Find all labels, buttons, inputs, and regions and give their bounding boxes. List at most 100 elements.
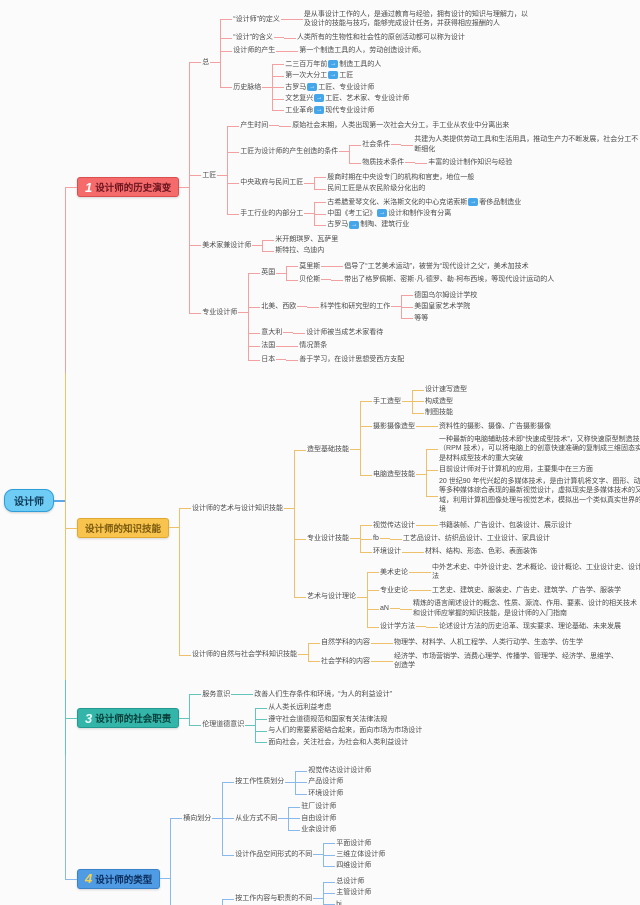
mindmap-leaf-label[interactable]: 业余设计师 [301,826,337,834]
mindmap-leaf-label[interactable]: 主管设计师 [336,889,372,897]
mindmap-leaf-label[interactable]: 工艺史、建筑史、服装史、广告史、建筑学、广告学、服装学 [432,586,622,594]
branch-node-4[interactable]: 4 设计师的类型 [77,868,161,889]
mindmap-leaf-label[interactable]: 一种最新的电脑辅助技术即“快速成型技术”，又称快速原型制造技术（RPM 技术），… [439,436,640,462]
mindmap-topic-label[interactable]: 日本 [261,355,276,363]
mindmap-topic-label[interactable]: “设计”的含义 [233,33,273,41]
mindmap-topic-label[interactable]: 总 [202,58,210,66]
mindmap-leaf-label[interactable]: 德国乌尔姆设计学校 [414,291,478,299]
mindmap-leaf-label[interactable]: 四维设计师 [336,862,372,870]
mindmap-leaf-label[interactable]: 构成造型 [425,397,454,405]
mindmap-topic-label[interactable]: 服务意识 [202,690,231,698]
mindmap-leaf-label[interactable]: 美国皇家艺术学院 [414,303,471,311]
mindmap-leaf-label[interactable]: 殷商时期在中央设专门的机构和官吏，地位一般 [327,173,475,181]
mindmap-leaf-label[interactable]: 遵守社会道德规范和国家有关法律法规 [268,715,388,723]
mindmap-leaf-label[interactable]: 是从事设计工作的人，是通过教育与经验，拥有设计的知识与理解力，以及设计的技能与技… [303,11,528,28]
branch-node-1[interactable]: 1 设计师的历史演变 [77,177,180,198]
mindmap-leaf-label[interactable]: 中国《考工记》 → 设计和制作没有分离 [327,209,452,218]
mindmap-root-node[interactable]: 设计师 [4,489,54,513]
mindmap-topic-label[interactable]: 伦理道德意识 [202,721,245,729]
mindmap-topic-label[interactable]: 手工造型 [373,397,402,405]
mindmap-topic-label[interactable]: 环境设计 [373,548,402,556]
mindmap-leaf-label[interactable]: 带出了格罗佩斯、密斯·凡·德罗、勒·柯布西埃，等现代设计运动的人 [344,276,555,284]
mindmap-leaf-label[interactable]: 古希腊爱琴文化、米洛斯文化的中心克诺索斯 → 奢侈品制造业 [327,197,522,206]
mindmap-leaf-label[interactable]: 环境设计师 [308,789,344,797]
mindmap-topic-label[interactable]: 设计师的艺术与设计知识技能 [192,504,284,512]
mindmap-leaf-label[interactable]: 工艺品设计、纺织品设计、工业设计、家具设计 [402,534,550,542]
mindmap-topic-label[interactable]: 莫里斯 [299,262,321,270]
mindmap-topic-label[interactable]: 美术史论 [380,568,409,576]
mindmap-leaf-label[interactable]: 中外艺术史、中外设计史、艺术概论、设计概论、工业设计史、设计学方法 [432,563,640,581]
mindmap-topic-label[interactable]: 工匠 [202,171,217,179]
mindmap-topic-label[interactable]: 从业方式不同 [235,814,278,822]
mindmap-leaf-label[interactable]: 资料性的摄影、摄像、广告摄影摄像 [439,422,552,430]
mindmap-topic-label[interactable]: 摄影摄像造型 [373,422,416,430]
mindmap-leaf-label[interactable]: 制图技能 [425,409,454,417]
mindmap-leaf-label[interactable]: 第一次大分工 → 工匠 [285,71,354,80]
mindmap-topic-label[interactable]: 自然学科的内容 [321,639,371,647]
mindmap-leaf-label[interactable]: 产品设计师 [308,778,344,786]
mindmap-topic-label[interactable]: 设计师的自然与社会学科知识技能 [192,650,298,658]
mindmap-topic-label[interactable]: 设计师的产生 [233,47,276,55]
mindmap-topic-label[interactable]: 贝伦斯 [299,276,321,284]
mindmap-leaf-label[interactable]: 总设计师 [336,877,365,885]
mindmap-leaf-label[interactable]: 情况萧条 [299,342,328,350]
mindmap-topic-label[interactable]: 专业史论 [380,586,409,594]
mindmap-leaf-label[interactable]: 斯特拉、乌迪内 [275,247,325,255]
branch-node-3[interactable]: 3 设计师的社会职责 [77,708,180,729]
branch-node-2[interactable]: 设计师的知识技能 [77,517,170,538]
mindmap-topic-label[interactable]: 手工行业的内部分工 [240,210,304,217]
mindmap-topic-label[interactable]: aN [380,604,389,612]
mindmap-topic-label[interactable]: 设计学方法 [380,623,416,630]
mindmap-leaf-label[interactable]: 材料、结构、形态、色彩、表面装饰 [425,548,538,556]
mindmap-leaf-label[interactable]: 物理学、材料学、人机工程学、人类行动学、生态学、仿生学 [394,639,584,647]
mindmap-leaf-label[interactable]: 倡导了“工艺美术运动”，被誉为“现代设计之父”，美术加技术 [344,262,529,270]
mindmap-leaf-label[interactable]: 精炼的语言阐述设计的概念、性质、源流、作用、要素、设计的相关技术和设计师应掌握的… [412,600,637,617]
mindmap-topic-label[interactable]: 按工作性质划分 [235,778,285,786]
mindmap-topic-label[interactable]: 艺术与设计理论 [307,593,357,601]
mindmap-topic-label[interactable]: 电脑造型技能 [373,471,416,479]
mindmap-leaf-label[interactable]: 文艺复兴 → 工匠、艺术家、专业设计师 [285,94,410,103]
mindmap-topic-label[interactable]: 视觉传达设计 [373,521,416,529]
mindmap-topic-label[interactable]: 横向划分 [183,814,212,822]
mindmap-leaf-label[interactable]: 经济学、市场营销学、消费心理学、传播学、管理学、经济学、思维学、创造学 [394,652,619,670]
mindmap-topic-label[interactable]: fb [373,534,379,542]
mindmap-topic-label[interactable]: 意大利 [261,328,283,336]
mindmap-leaf-label[interactable]: 平面设计师 [336,839,372,847]
mindmap-topic-label[interactable]: 设计作品空间形式的不同 [235,851,313,858]
mindmap-leaf-label[interactable]: 驻厂设计师 [301,803,337,811]
mindmap-leaf-label[interactable]: 原始社会末期，人类出现第一次社会大分工，手工业从农业中分离出来 [292,121,510,129]
mindmap-topic-label[interactable]: 专业设计师 [202,308,238,316]
mindmap-leaf-label[interactable]: 目前设计师对于计算机的应用，主要集中在三方面 [439,466,594,474]
mindmap-topic-label[interactable]: 产生时间 [240,121,269,129]
mindmap-topic-label[interactable]: 按工作内容与职责的不同 [235,895,313,903]
mindmap-leaf-label[interactable]: 20 世纪90 年代兴起的多媒体技术，是由计算机将文字、图形、动画、声音等多种媒… [439,477,640,514]
mindmap-topic-label[interactable]: 造型基础技能 [307,446,350,454]
mindmap-leaf-label[interactable]: 从人类长远利益考虑 [268,704,332,712]
mindmap-leaf-label[interactable]: 共建为人类提供劳动工具和生活用具，推动生产力不断发展，社会分工不断细化 [414,136,639,153]
mindmap-leaf-label[interactable]: 丰富的设计制作知识与经验 [428,159,513,167]
mindmap-topic-label[interactable]: 中央政府与民间工匠 [240,179,304,187]
mindmap-topic-label[interactable]: 美术家兼设计师 [202,241,252,249]
mindmap-topic-label[interactable]: “设计师”的定义 [233,15,280,23]
mindmap-topic-label[interactable]: 北美、西欧 [261,303,297,311]
mindmap-leaf-label[interactable]: 米开朗琪罗、瓦萨里 [275,235,339,243]
mindmap-leaf-label[interactable]: 书籍装帧、广告设计、包装设计、展示设计 [439,521,573,529]
mindmap-topic-label[interactable]: 社会条件 [362,141,391,149]
mindmap-topic-label[interactable]: 物质技术条件 [362,159,405,167]
mindmap-leaf-label[interactable]: 改善人们生存条件和环境，“为人的利益设计” [254,690,392,698]
mindmap-leaf-label[interactable]: bi [336,900,342,905]
mindmap-leaf-label[interactable]: 视觉传达设计设计师 [308,766,372,774]
mindmap-leaf-label[interactable]: 设计师被当成艺术家看待 [306,328,384,336]
mindmap-leaf-label[interactable]: 自由设计师 [301,814,337,822]
mindmap-topic-label[interactable]: 工匠为设计师的产生创造的条件 [240,147,339,155]
mindmap-topic-label[interactable]: 社会学科的内容 [321,657,371,665]
mindmap-leaf-label[interactable]: 面向社会，关注社会，为社会和人类利益设计 [268,738,409,746]
mindmap-topic-label[interactable]: 科学性和研究型的工作 [320,303,391,311]
mindmap-leaf-label[interactable]: 人类所有的生物性和社会性的原创活动都可以称为设计 [296,33,465,41]
mindmap-leaf-label[interactable]: 设计速写造型 [425,386,468,394]
mindmap-leaf-label[interactable]: 三维立体设计师 [336,851,386,858]
mindmap-leaf-label[interactable]: 古罗马 → 制陶、建筑行业 [327,220,410,229]
mindmap-topic-label[interactable]: 英国 [261,269,276,277]
mindmap-leaf-label[interactable]: 论述设计方法的历史沿革、现实要求、理论基础、未来发展 [439,623,622,630]
mindmap-leaf-label[interactable]: 第一个制造工具的人，劳动创造设计师。 [299,47,426,55]
